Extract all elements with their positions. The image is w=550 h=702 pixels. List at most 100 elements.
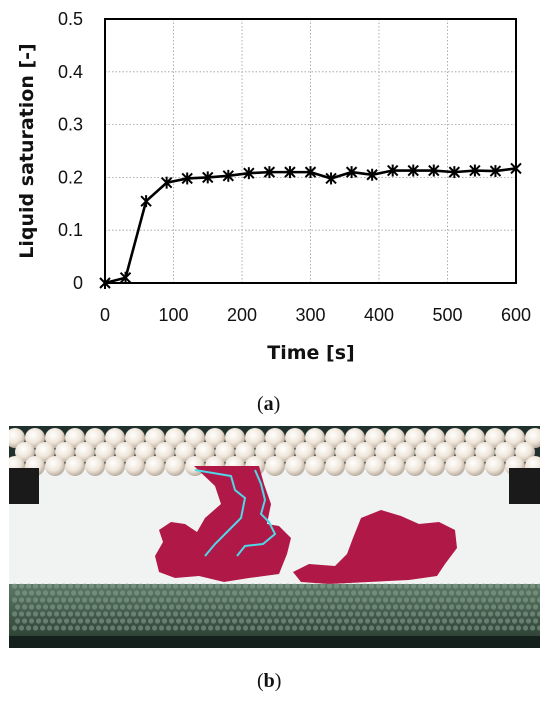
bead-180 — [214, 597, 221, 603]
bead-185 — [249, 597, 256, 603]
bead-8 — [67, 583, 74, 589]
bead-242 — [119, 604, 126, 610]
bead-510 — [410, 625, 417, 631]
bead-7 — [60, 583, 67, 589]
bead-369 — [480, 611, 487, 617]
bead-45 — [326, 583, 333, 589]
bead-440 — [448, 618, 455, 624]
bead-37 — [270, 583, 277, 589]
bead-5 — [46, 583, 53, 589]
bead-449 — [511, 618, 518, 624]
bead-233 — [56, 604, 63, 610]
bead-16 — [123, 583, 130, 589]
bead-302 — [11, 611, 18, 617]
bead-444 — [476, 618, 483, 624]
bead-104 — [210, 590, 217, 596]
pearl-75 — [445, 456, 465, 476]
bead-462 — [74, 625, 81, 631]
pearl-32 — [115, 442, 135, 462]
bead-30 — [221, 583, 228, 589]
bead-285 — [420, 604, 427, 610]
pearl-5 — [105, 428, 125, 448]
bead-214 — [452, 597, 459, 603]
bead-153 — [25, 597, 32, 603]
bead-215 — [459, 597, 466, 603]
bead-522 — [494, 625, 501, 631]
bead-66 — [473, 583, 480, 589]
bead-39 — [284, 583, 291, 589]
bead-46 — [333, 583, 340, 589]
bead-22 — [165, 583, 172, 589]
bead-316 — [109, 611, 116, 617]
bead-317 — [116, 611, 123, 617]
bead-373 — [508, 611, 515, 617]
bead-253 — [196, 604, 203, 610]
bead-466 — [102, 625, 109, 631]
pearl-21 — [425, 428, 445, 448]
bead-235 — [70, 604, 77, 610]
bead-74 — [529, 583, 536, 589]
y-tick-label-2: 0.2 — [58, 167, 83, 187]
bead-297 — [504, 604, 511, 610]
bead-171 — [151, 597, 158, 603]
bead-211 — [431, 597, 438, 603]
pearl-15 — [305, 428, 325, 448]
bead-406 — [210, 618, 217, 624]
bead-223 — [515, 597, 522, 603]
bead-134 — [420, 590, 427, 596]
bead-295 — [490, 604, 497, 610]
data-point-1 — [119, 271, 132, 284]
bead-499 — [333, 625, 340, 631]
pearl-9 — [185, 428, 205, 448]
pearl-25 — [505, 428, 525, 448]
bead-423 — [329, 618, 336, 624]
bead-453 — [11, 625, 18, 631]
bead-165 — [109, 597, 116, 603]
bead-79 — [35, 590, 42, 596]
bead-378 — [14, 618, 21, 624]
bead-277 — [364, 604, 371, 610]
pearl-12 — [245, 428, 265, 448]
bead-234 — [63, 604, 70, 610]
bead-64 — [459, 583, 466, 589]
bead-21 — [158, 583, 165, 589]
bead-503 — [361, 625, 368, 631]
bead-350 — [347, 611, 354, 617]
bead-354 — [375, 611, 382, 617]
bead-93 — [133, 590, 140, 596]
bead-314 — [95, 611, 102, 617]
bead-92 — [126, 590, 133, 596]
bead-309 — [60, 611, 67, 617]
bead-477 — [179, 625, 186, 631]
bead-166 — [116, 597, 123, 603]
bead-348 — [333, 611, 340, 617]
bead-63 — [452, 583, 459, 589]
pearl-43 — [335, 442, 355, 462]
bead-324 — [165, 611, 172, 617]
bead-102 — [196, 590, 203, 596]
bead-524 — [508, 625, 515, 631]
bead-488 — [256, 625, 263, 631]
liquid-cluster-left — [155, 466, 291, 582]
bead-201 — [361, 597, 368, 603]
bead-341 — [284, 611, 291, 617]
bead-451 — [525, 618, 532, 624]
bead-429 — [371, 618, 378, 624]
pearl-50 — [475, 442, 495, 462]
bead-515 — [445, 625, 452, 631]
bead-414 — [266, 618, 273, 624]
bead-192 — [298, 597, 305, 603]
bead-441 — [455, 618, 462, 624]
pearl-49 — [455, 442, 475, 462]
bead-81 — [49, 590, 56, 596]
bead-504 — [368, 625, 375, 631]
bead-405 — [203, 618, 210, 624]
bead-379 — [21, 618, 28, 624]
bead-256 — [217, 604, 224, 610]
bead-94 — [140, 590, 147, 596]
bead-272 — [329, 604, 336, 610]
bead-59 — [424, 583, 431, 589]
bead-304 — [25, 611, 32, 617]
bead-161 — [81, 597, 88, 603]
bead-494 — [298, 625, 305, 631]
